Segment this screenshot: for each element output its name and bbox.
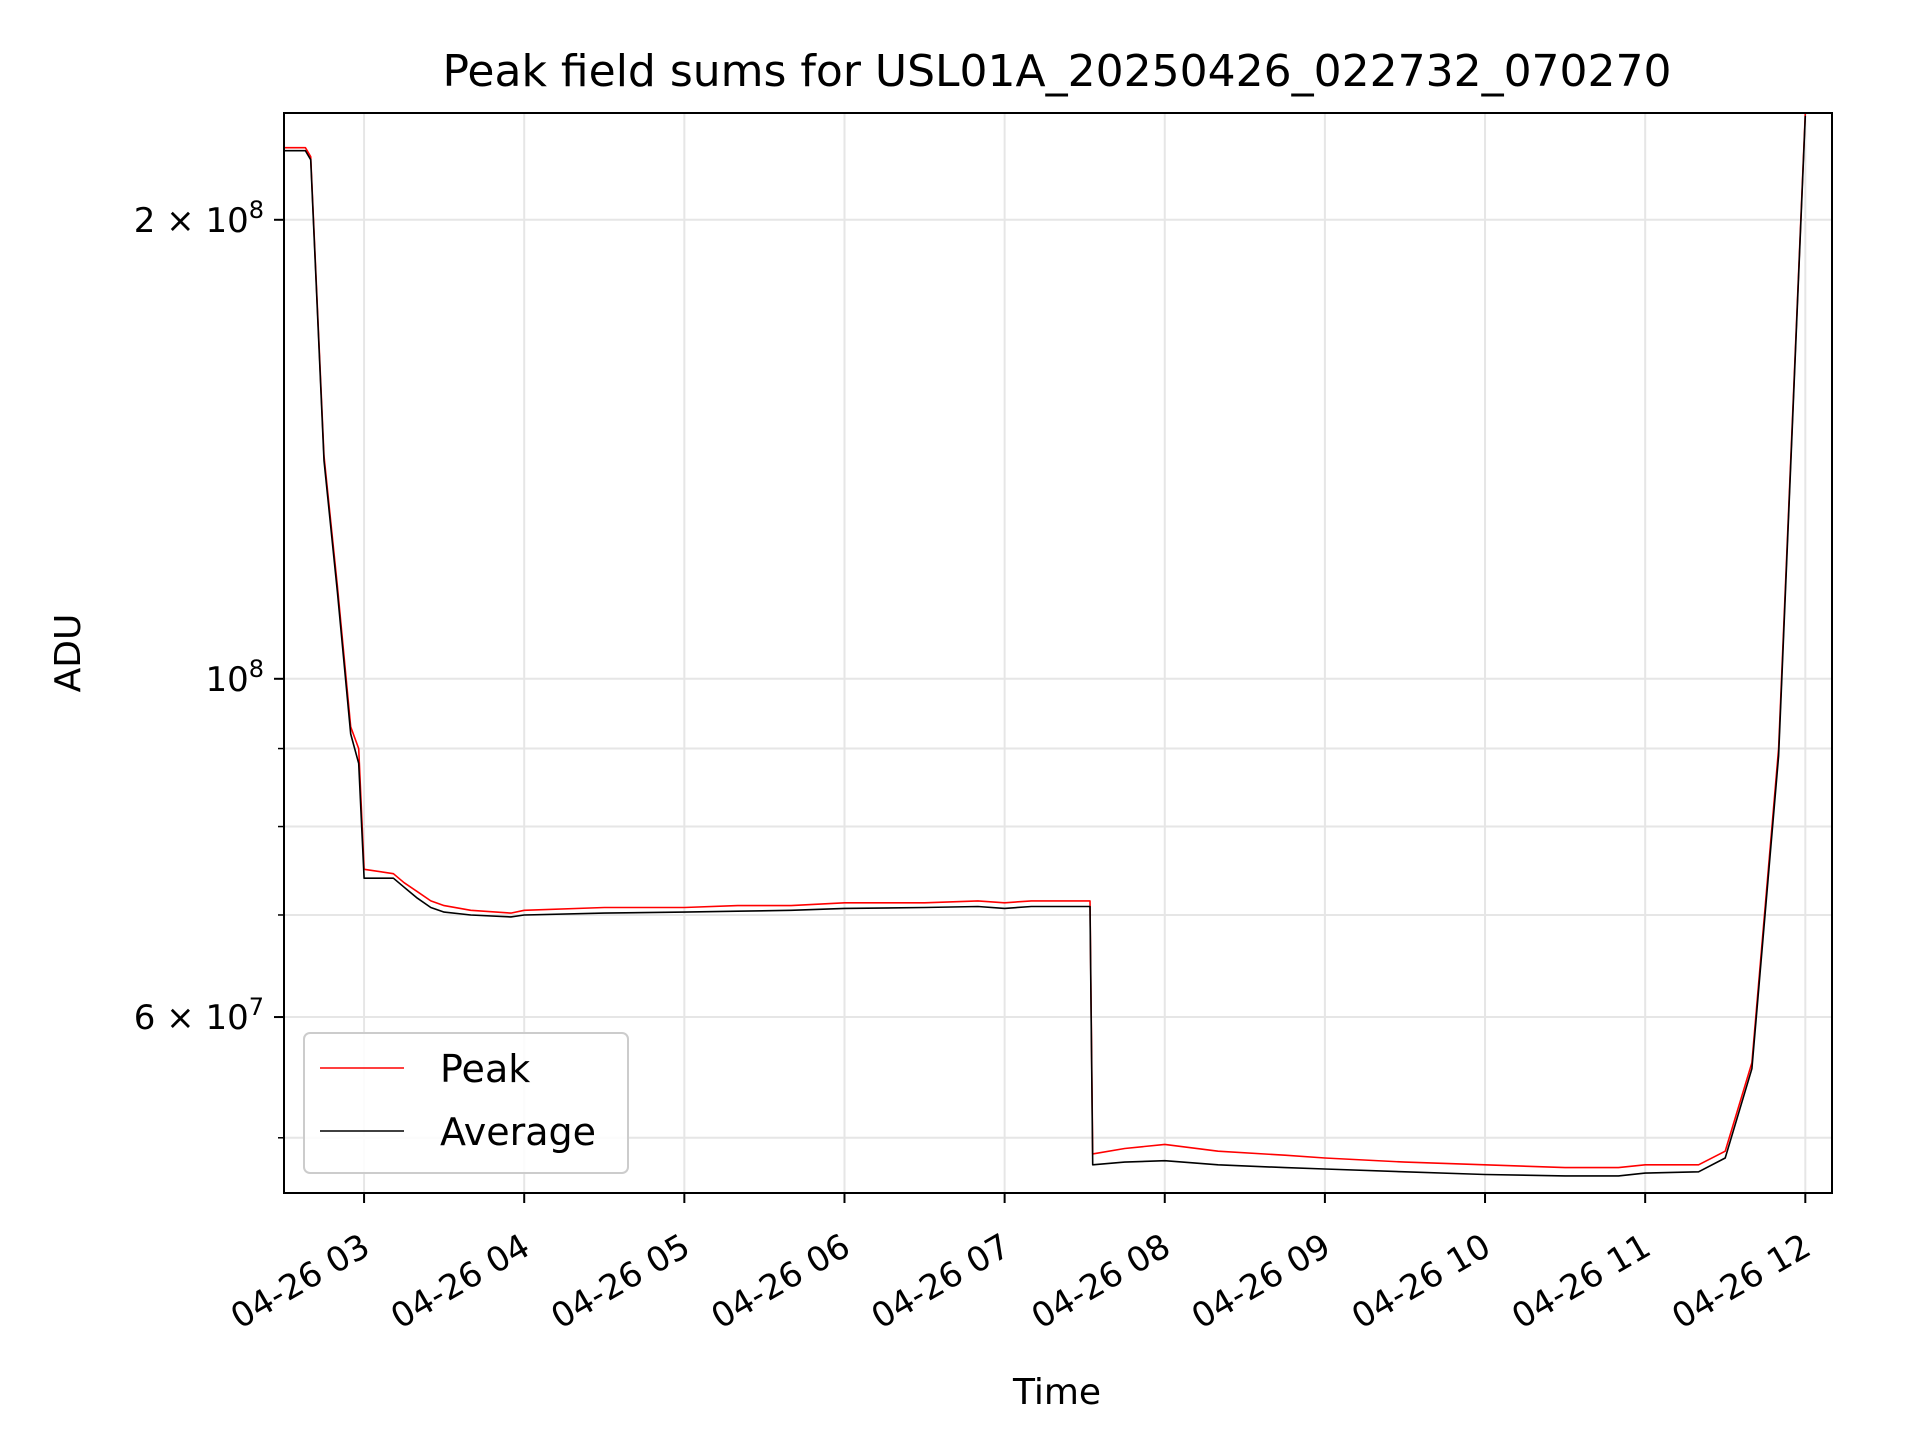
y-axis-label: ADU	[48, 614, 89, 693]
y-axis: 2 × 108 108 6 × 107	[134, 196, 284, 1139]
legend: Peak Average	[303, 1032, 629, 1174]
series-line-average	[284, 115, 1807, 1177]
x-axis-label: Time	[1012, 1372, 1101, 1413]
legend-label-peak: Peak	[440, 1047, 530, 1091]
series-layer	[284, 112, 1807, 1177]
plot-frame	[283, 112, 1833, 1194]
y-tick-label: 2 × 108	[134, 196, 264, 241]
y-tick-label: 108	[205, 655, 264, 700]
chart-title: Peak field sums for USL01A_20250426_0227…	[442, 46, 1671, 97]
legend-label-average: Average	[440, 1110, 596, 1154]
y-tick-label: 6 × 107	[134, 993, 264, 1038]
